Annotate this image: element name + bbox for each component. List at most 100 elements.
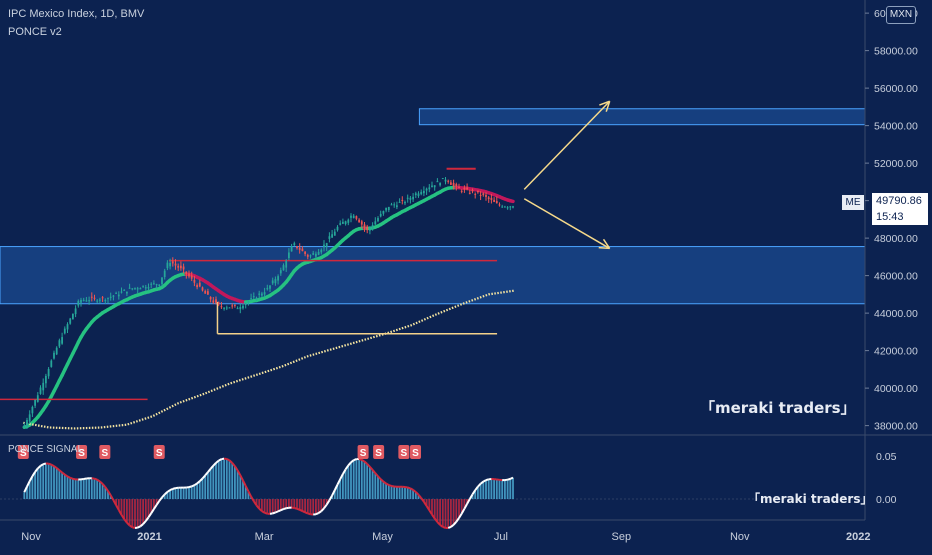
candle-body: [148, 287, 150, 288]
osc-bar: [407, 487, 409, 499]
candle-body: [118, 295, 120, 297]
candle-body: [345, 221, 347, 224]
osc-bar: [396, 487, 398, 499]
candle-body: [453, 183, 455, 186]
osc-line-segment: [410, 488, 413, 489]
price-tag-value: 49790.86: [872, 193, 928, 210]
y-tick-label: 38000.00: [874, 421, 918, 433]
osc-bar: [347, 465, 349, 499]
candle-body: [280, 270, 282, 273]
watermark-main: 「meraki traders」: [700, 397, 856, 418]
candle-body: [177, 266, 179, 268]
candle-body: [480, 195, 482, 196]
candle-body: [291, 246, 293, 251]
osc-bar: [69, 478, 71, 499]
candle-body: [431, 186, 433, 187]
osc-bar: [264, 499, 266, 513]
candle-body: [185, 272, 187, 274]
x-tick-label: Nov: [730, 531, 750, 543]
candle-body: [210, 297, 212, 299]
candle-body: [339, 223, 341, 225]
osc-bar: [374, 473, 376, 499]
osc-bar: [401, 487, 403, 499]
candle-body: [364, 224, 366, 227]
candle-body: [442, 178, 444, 179]
candle-body: [347, 220, 349, 223]
osc-bar: [358, 459, 360, 499]
candle-body: [53, 353, 55, 359]
osc-line-segment: [486, 479, 489, 480]
candle-body: [326, 243, 328, 247]
candle-body: [94, 298, 96, 299]
osc-bar: [342, 474, 344, 499]
candle-body: [469, 193, 471, 194]
zone-2: [419, 109, 865, 125]
osc-bar: [482, 482, 484, 499]
osc-bar: [42, 464, 44, 499]
osc-bar: [218, 461, 220, 499]
candle-body: [183, 267, 185, 270]
osc-line-segment: [265, 513, 268, 514]
candle-body: [237, 308, 239, 309]
candle-body: [266, 288, 268, 289]
x-tick-label: Mar: [255, 531, 274, 543]
signal-marker-6: S: [373, 445, 384, 459]
osc-bar: [96, 480, 98, 499]
osc-line-segment: [173, 488, 176, 489]
candle-body: [153, 283, 155, 284]
osc-bar: [364, 462, 366, 499]
osc-line-segment: [359, 459, 362, 460]
osc-bar: [488, 479, 490, 499]
candle-body: [242, 306, 244, 308]
osc-bar: [145, 499, 147, 521]
osc-bar: [234, 466, 236, 499]
candle-body: [312, 253, 314, 255]
candle-body: [91, 297, 93, 298]
candle-body: [477, 191, 479, 193]
osc-bar: [369, 467, 371, 499]
osc-line-segment: [284, 508, 287, 509]
candle-body: [512, 206, 514, 207]
osc-bar: [59, 470, 61, 499]
currency-badge[interactable]: MXN: [886, 6, 916, 24]
osc-bar: [350, 462, 352, 499]
osc-bar: [80, 479, 82, 499]
candle-body: [196, 285, 198, 287]
osc-bar: [439, 499, 441, 525]
candle-body: [485, 195, 487, 197]
candle-body: [164, 271, 166, 277]
signal-marker-5: S: [358, 445, 369, 459]
osc-bar: [275, 499, 277, 512]
osc-bar: [385, 484, 387, 499]
signal-marker-label: S: [360, 448, 367, 459]
candle-body: [231, 305, 233, 306]
osc-bar: [269, 499, 271, 514]
osc-bar: [393, 487, 395, 500]
osc-line-segment: [483, 480, 486, 481]
candle-body: [72, 314, 74, 320]
candle-body: [361, 221, 363, 224]
osc-bar: [231, 463, 233, 499]
candle-body: [369, 227, 371, 230]
candle-body: [215, 299, 217, 302]
osc-bar: [372, 470, 374, 499]
candle-body: [145, 287, 147, 288]
symbol-title[interactable]: IPC Mexico Index, 1D, BMV: [8, 8, 144, 20]
candle-body: [420, 192, 422, 194]
candle-body: [83, 300, 85, 301]
oscillator-title[interactable]: PONCE SIGNAL: [8, 444, 83, 455]
osc-line-segment: [273, 513, 276, 514]
osc-bar: [37, 468, 39, 499]
osc-line-segment: [302, 511, 305, 512]
osc-bar: [215, 463, 217, 499]
osc-bar: [507, 480, 509, 499]
osc-bar: [56, 468, 58, 499]
y-tick-label: 56000.00: [874, 83, 918, 95]
indicator-title[interactable]: PONCE v2: [8, 26, 62, 38]
osc-bar: [493, 479, 495, 499]
candle-body: [96, 301, 98, 302]
candle-body: [404, 202, 406, 203]
osc-line-segment: [275, 511, 278, 512]
osc-bar: [177, 488, 179, 499]
